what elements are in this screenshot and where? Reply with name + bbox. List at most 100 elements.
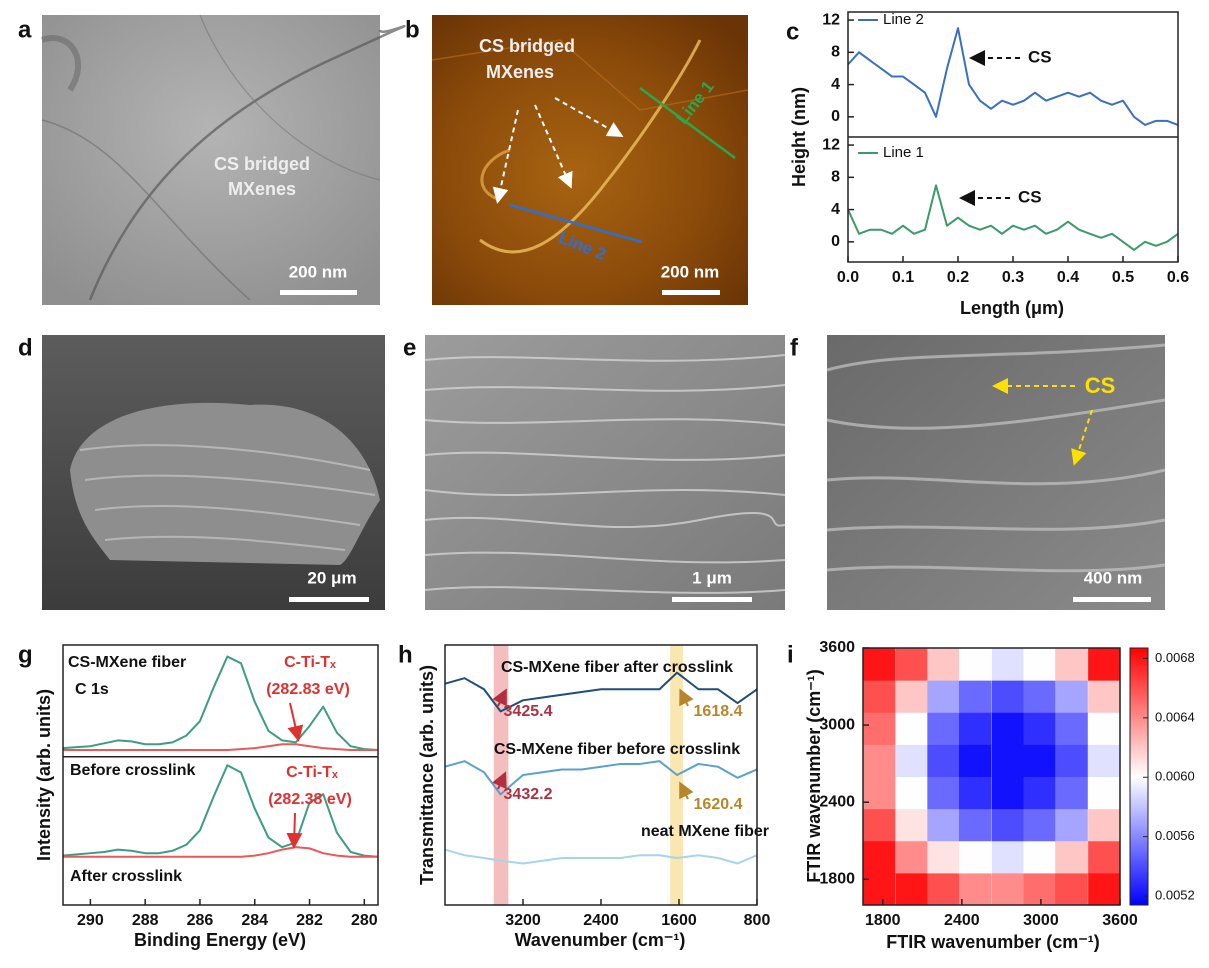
heatmap-cell (1088, 808, 1120, 842)
plot-label: (282.83 eV) (266, 681, 350, 698)
data-line (63, 846, 378, 858)
texture (41, 119, 251, 301)
scale-bar (1073, 597, 1151, 602)
heatmap-cell (863, 840, 896, 874)
image-label: CS (1085, 373, 1116, 398)
heatmap-cell (1055, 680, 1088, 713)
y-tick-label: 3000 (819, 716, 855, 733)
heatmap-cell (1055, 840, 1088, 874)
heatmap-cell (895, 840, 929, 874)
panel-letter: a (18, 16, 32, 43)
panel-letter: i (787, 641, 794, 668)
heatmap-cell (958, 840, 992, 874)
heatmap-cell (958, 744, 992, 777)
label-arrow (286, 812, 303, 849)
y-tick-label: 4 (831, 201, 840, 218)
texture (480, 148, 511, 202)
annotation: CS (1028, 47, 1052, 66)
image-panel-f: f CS 400 nm (790, 334, 1166, 610)
texture (40, 35, 82, 92)
heatmap-cell (958, 712, 992, 745)
x-tick-label: 284 (241, 912, 268, 929)
peak-arrow (679, 688, 694, 707)
plot-label: C 1s (75, 681, 109, 698)
image-panel-d: d 20 μm (18, 334, 385, 610)
data-line (847, 184, 1179, 251)
heatmap-cell (895, 808, 929, 842)
y-tick-label: 12 (822, 11, 840, 28)
scale-bar-label: 200 nm (289, 262, 348, 281)
heatmap-cell (927, 840, 960, 874)
x-axis-label: Wavenumber (cm⁻¹) (515, 930, 686, 950)
scale-bar-label: 20 μm (307, 568, 356, 587)
plot-label: CS-MXene fiber (68, 654, 186, 671)
panel-letter: b (405, 16, 420, 43)
image-label: MXenes (228, 179, 296, 199)
texture (431, 39, 749, 111)
heatmap-cell (991, 808, 1025, 842)
heatmap-cell (958, 648, 992, 681)
heatmap (863, 648, 1120, 905)
plot-label: Before crosslink (70, 762, 195, 779)
image-label: CS bridged (214, 154, 310, 174)
heatmap-cell (1023, 808, 1057, 842)
data-line (62, 764, 379, 858)
panel-letter: d (18, 334, 33, 361)
image-panel-a: a CS bridged MXenes 200 nm (18, 14, 406, 305)
heatmap-cell (958, 872, 992, 905)
y-tick-label: 2400 (819, 793, 855, 810)
heatmap-cell (991, 872, 1025, 905)
y-tick-label: 3600 (819, 639, 855, 656)
y-tick-label: 0 (831, 233, 840, 250)
plot-frame (862, 647, 1121, 906)
heatmap-cell (1055, 808, 1088, 842)
y-tick-label: 12 (822, 136, 840, 153)
panel-letter: f (790, 334, 799, 361)
heatmap-cell (1088, 776, 1120, 810)
peak-label: 3425.4 (504, 703, 553, 720)
image-panel-e: e 1 μm (403, 334, 786, 610)
x-axis-label: FTIR wavenumber (cm⁻¹) (886, 932, 1100, 952)
heatmap-cell (1088, 840, 1120, 874)
peak-arrow (679, 781, 694, 800)
heatmap-cell (991, 776, 1025, 810)
heatmap-cell (863, 648, 896, 681)
texture (424, 354, 786, 594)
data-line (847, 27, 1179, 126)
x-tick-label: 0.2 (947, 269, 969, 286)
x-tick-label: 0.3 (1002, 269, 1024, 286)
x-tick-label: 280 (351, 912, 378, 929)
x-tick-label: 3000 (1023, 912, 1059, 929)
colorbar-tick-label: 0.0068 (1155, 650, 1195, 665)
heatmap-cell (991, 648, 1025, 681)
heatmap-cell (1023, 680, 1057, 713)
x-axis-label: Length (μm) (960, 298, 1064, 318)
colorbar-tick-label: 0.0064 (1155, 709, 1195, 724)
series-label: neat MXene fiber (641, 823, 769, 840)
heatmap-cell (927, 744, 960, 777)
scale-bar-label: 1 μm (692, 568, 732, 587)
heatmap-cell (1023, 872, 1057, 905)
heatmap-cell (927, 872, 960, 905)
profile-line (509, 203, 643, 244)
x-tick-label: 0.5 (1112, 269, 1134, 286)
x-tick-label: 3600 (1102, 912, 1138, 929)
colorbar (1129, 647, 1149, 906)
image-label: MXenes (486, 62, 554, 82)
series-label: CS-MXene fiber after crosslink (501, 659, 733, 676)
heatmap-cell (1023, 840, 1057, 874)
heatmap-cell (927, 680, 960, 713)
heatmap-cell (1023, 776, 1057, 810)
heatmap-cell (991, 744, 1025, 777)
heatmap-cell (1023, 648, 1057, 681)
data-line (444, 760, 758, 796)
heatmap-cell (958, 680, 992, 713)
arrow (492, 109, 519, 204)
y-tick-label: 8 (831, 44, 840, 61)
series-label: CS-MXene fiber before crosslink (494, 741, 740, 758)
plot-frame (62, 644, 379, 906)
scale-bar (672, 597, 752, 602)
x-axis-label: Binding Energy (eV) (134, 930, 306, 950)
